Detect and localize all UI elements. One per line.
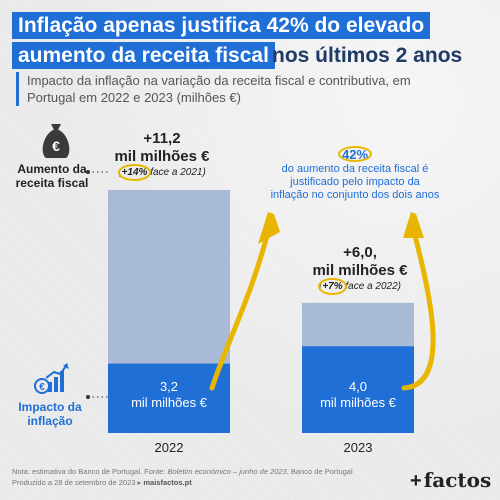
inflation-leader-dot	[86, 395, 90, 399]
total-change-2023: (+7% face a 2022)	[318, 278, 402, 295]
inflation-label-2022: 3,2 mil milhões €	[108, 379, 230, 411]
x-tick-2023: 2023	[343, 440, 373, 455]
change-pct-2023: +7%	[318, 278, 347, 295]
arrow-2022	[209, 229, 271, 391]
change-text-2023: face a 2022	[345, 281, 398, 292]
inflation-value-2023: 4,0	[348, 379, 368, 394]
inflation-label-2023: 4,0 mil milhões €	[302, 379, 414, 411]
annotation-text: do aumento da receita fiscal é justifica…	[270, 163, 440, 201]
bar-remaining-2022	[108, 189, 230, 364]
inflation-value-2022: 3,2	[159, 379, 179, 394]
bar-inflation-2022	[108, 363, 230, 433]
note-produced: Produzido a 28 de setembro de 2023 ▸	[12, 478, 144, 487]
note-site-link[interactable]: maisfactos.pt	[143, 478, 192, 487]
title-line-2-highlight: aumento da receita fiscal	[12, 42, 275, 69]
note-source: Boletim económico – junho de 2023	[167, 467, 287, 476]
title-line-2-tail: nos últimos 2 anos	[272, 44, 463, 67]
arrow-2023	[401, 229, 436, 391]
note-source-tail: , Banco de Portugal	[286, 467, 353, 476]
svg-text:€: €	[39, 382, 45, 393]
inflation-unit-2023: mil milhões €	[320, 395, 396, 410]
total-label-2022: +11,2 mil milhões € (+14% face a 2021)	[100, 130, 224, 181]
brand-logo: + factos	[410, 468, 491, 493]
total-value-2023: +6,0,	[343, 244, 377, 261]
inflation-unit-2022: mil milhões €	[131, 395, 207, 410]
brand-name: factos	[423, 468, 492, 492]
total-value-2022: +11,2	[143, 130, 181, 147]
arrow-2022-head	[258, 212, 280, 244]
revenue-side-label: Aumento da receita fiscal	[15, 162, 89, 190]
total-label-2023: +6,0, mil milhões € (+7% face a 2022)	[298, 244, 422, 295]
bar-inflation-2023	[302, 346, 414, 433]
growth-chart-euro-icon: €	[34, 363, 69, 394]
x-tick-2022: 2022	[154, 440, 184, 455]
total-unit-2023: mil milhões €	[312, 262, 408, 279]
brand-plus: +	[410, 470, 422, 492]
svg-text:€: €	[52, 138, 60, 154]
change-text-2022: face a 2021	[150, 167, 203, 178]
subtitle: Impacto da inflação na variação da recei…	[16, 72, 447, 106]
revenue-leader-dot	[86, 170, 90, 174]
note-prefix: Nota: estimativa do Banco de Portugal. F…	[12, 467, 168, 476]
change-pct-2022: +14%	[117, 164, 152, 181]
annotation-callout: 42% do aumento da receita fiscal é justi…	[270, 146, 440, 202]
bar-remaining-2023	[302, 302, 414, 347]
total-unit-2022: mil milhões €	[114, 148, 210, 165]
money-bag-euro-icon: €	[42, 124, 70, 158]
title-line-1: Inflação apenas justifica 42% do elevado	[12, 12, 431, 39]
arrow-2023-head	[403, 212, 424, 238]
inflation-side-label: Impacto da inflação	[18, 400, 82, 428]
total-change-2022: (+14% face a 2021)	[117, 164, 206, 181]
source-note: Nota: estimativa do Banco de Portugal. F…	[12, 466, 372, 488]
annotation-pct: 42%	[337, 146, 373, 162]
